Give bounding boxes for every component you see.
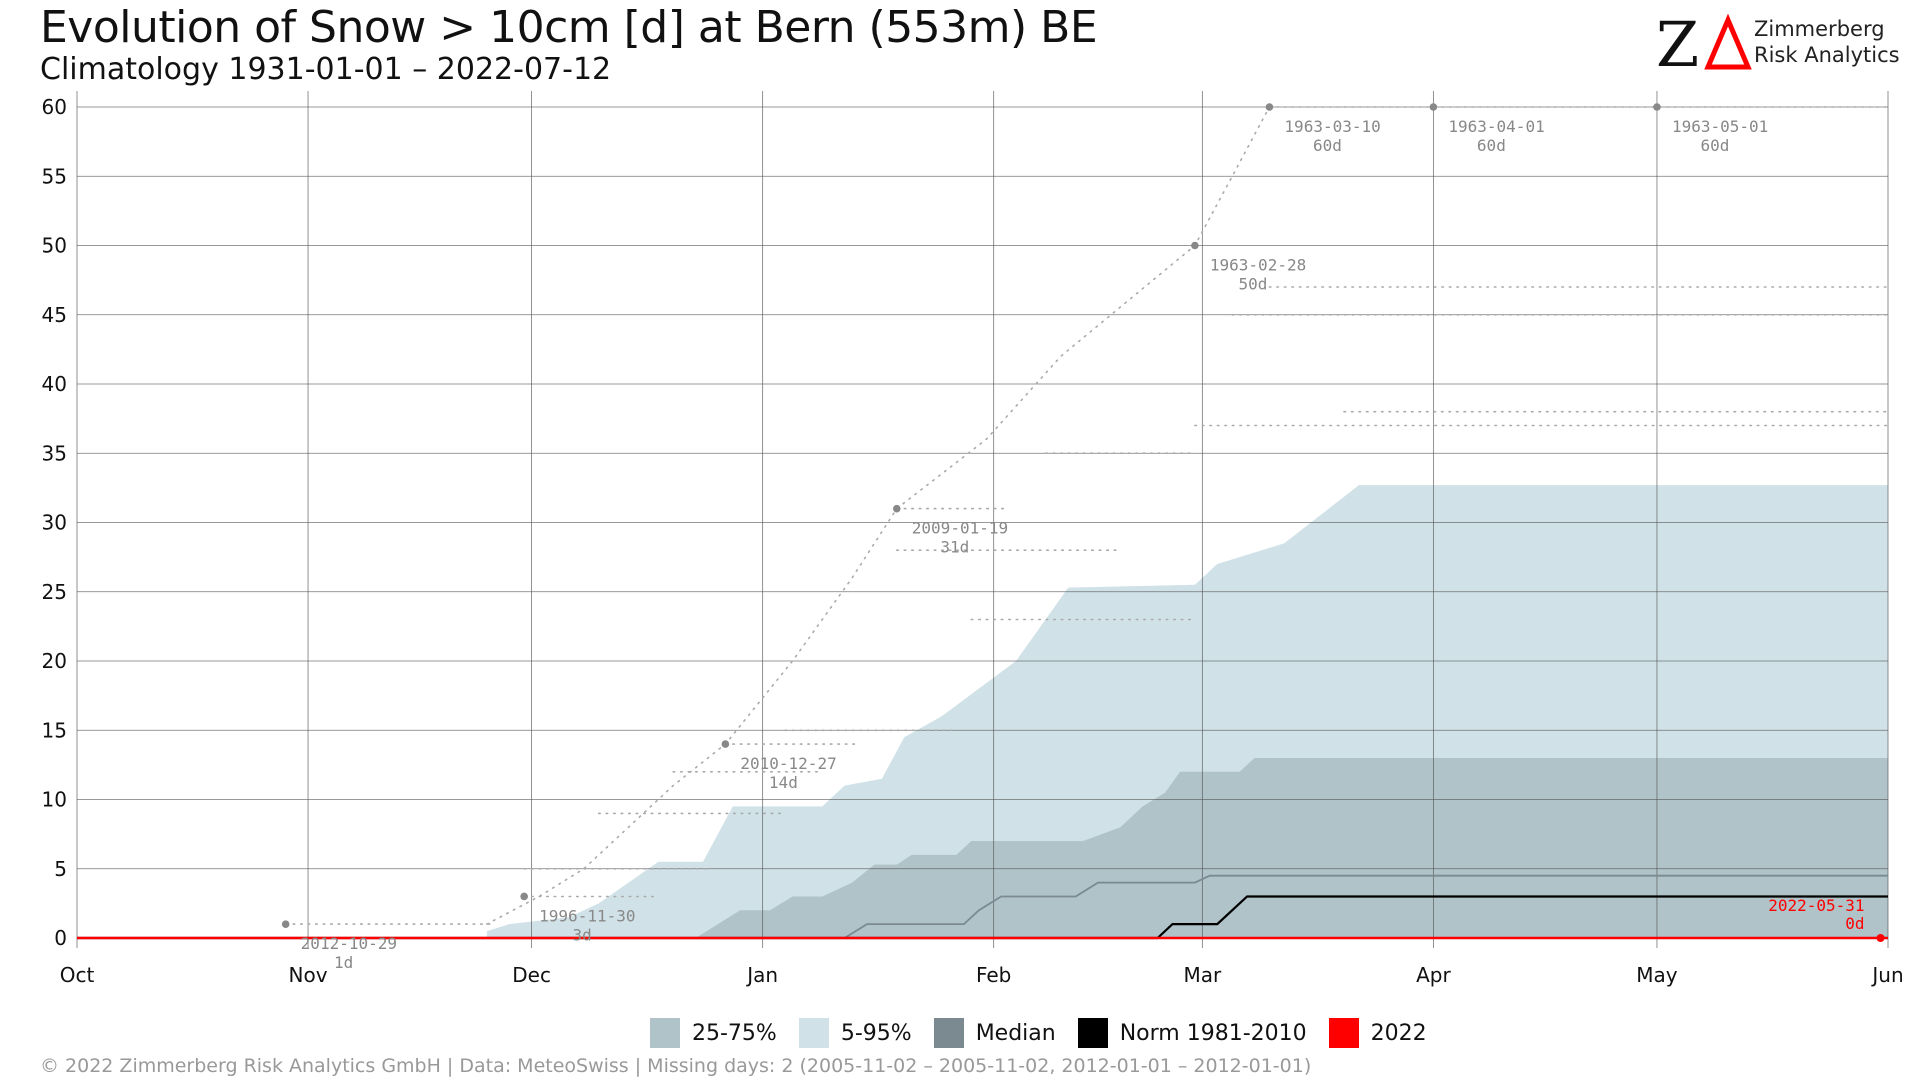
- chart-subtitle: Climatology 1931-01-01 – 2022-07-12: [40, 52, 612, 87]
- legend-item-norm: Norm 1981-2010: [1077, 1018, 1307, 1048]
- x-tick-label: May: [1636, 963, 1678, 987]
- legend-label: 5-95%: [840, 1020, 912, 1046]
- legend-swatch: [1077, 1018, 1108, 1048]
- record-point: [281, 920, 290, 928]
- logo-line-1: Zimmerberg: [1754, 17, 1885, 41]
- logo-line-2: Risk Analytics: [1754, 43, 1900, 67]
- record-date-label: 1963-04-01: [1448, 117, 1544, 136]
- company-logo: Z Zimmerberg Risk Analytics: [1656, 8, 1900, 81]
- x-tick-label: Apr: [1416, 963, 1451, 987]
- y-tick-label: 35: [42, 441, 67, 465]
- record-value-label: 31d: [940, 538, 969, 557]
- record-date-label: 1963-05-01: [1672, 117, 1768, 136]
- legend-item-median: Median: [933, 1018, 1056, 1048]
- x-tick-label: Dec: [512, 963, 551, 987]
- y-tick-label: 15: [42, 718, 67, 742]
- record-value-label: 50d: [1238, 275, 1267, 294]
- record-value-label: 14d: [769, 773, 798, 792]
- legend-swatch: [1328, 1018, 1359, 1048]
- legend-item-2022: 2022: [1328, 1018, 1427, 1048]
- y-tick-label: 55: [42, 164, 67, 188]
- legend-label: 2022: [1370, 1020, 1427, 1046]
- record-value-label: 60d: [1701, 136, 1730, 155]
- svg-text:Z: Z: [1656, 12, 1699, 72]
- record-date-label: 2009-01-19: [912, 519, 1008, 538]
- record-point: [892, 504, 901, 513]
- current-date-label: 2022-05-31: [1768, 896, 1864, 915]
- series-line-median: [77, 874, 1888, 939]
- record-point: [520, 892, 528, 901]
- record-trail-dotted: [486, 106, 1271, 925]
- y-tick-label: 20: [42, 649, 67, 673]
- legend-item-25-75: 25-75%: [650, 1018, 777, 1048]
- record-point: [1265, 103, 1274, 111]
- y-tick-label: 60: [42, 95, 67, 119]
- record-value-label: 60d: [1313, 136, 1342, 155]
- x-tick-label: Mar: [1183, 963, 1222, 987]
- y-tick-label: 45: [42, 303, 67, 327]
- x-tick-label: Jan: [745, 963, 778, 987]
- legend-swatch: [798, 1018, 829, 1048]
- snow-days-chart: 0 5 10 15 20 25 30 35 40 45 50 55 60 Oct Nov Dec Jan Feb M…: [42, 91, 1904, 987]
- record-date-label: 2012-10-29: [301, 934, 397, 953]
- legend-swatch: [650, 1018, 680, 1048]
- logo-mark-icon: Z: [1656, 8, 1752, 81]
- x-tick-label: Nov: [289, 963, 328, 987]
- record-point: [1429, 103, 1438, 111]
- x-tick-label: Feb: [976, 963, 1011, 987]
- record-value-label: 1d: [334, 953, 353, 972]
- legend-swatch: [933, 1018, 964, 1048]
- legend: 25-75% 5-95% Median Norm 1981-2010 2022: [650, 1018, 1449, 1048]
- legend-item-5-95: 5-95%: [798, 1018, 912, 1048]
- record-date-label: 1996-11-30: [539, 906, 635, 925]
- logo-text: Zimmerberg Risk Analytics: [1754, 16, 1900, 68]
- y-tick-label: 40: [42, 372, 67, 396]
- record-date-label: 1963-02-28: [1210, 256, 1306, 275]
- y-tick-label: 30: [42, 511, 67, 535]
- current-point: [1876, 934, 1885, 942]
- record-value-label: 60d: [1477, 136, 1506, 155]
- x-tick-label: Oct: [60, 963, 95, 987]
- record-date-label: 2010-12-27: [740, 754, 836, 773]
- y-tick-label: 0: [54, 926, 67, 950]
- legend-label: 25-75%: [692, 1020, 777, 1046]
- record-point: [1653, 103, 1661, 111]
- record-value-label: 3d: [573, 925, 592, 944]
- footer-credits: © 2022 Zimmerberg Risk Analytics GmbH | …: [40, 1055, 1312, 1077]
- y-tick-label: 25: [42, 580, 67, 604]
- x-tick-label: Jun: [1870, 963, 1903, 987]
- record-date-label: 1963-03-10: [1284, 117, 1380, 136]
- record-point: [721, 740, 730, 748]
- current-value-label: 0d: [1845, 914, 1864, 933]
- y-tick-label: 50: [42, 234, 67, 258]
- band-25-75: [77, 758, 1888, 938]
- chart-title: Evolution of Snow > 10cm [d] at Bern (55…: [40, 2, 1098, 53]
- y-tick-label: 5: [54, 857, 67, 881]
- y-tick-label: 10: [42, 788, 67, 812]
- legend-label: Norm 1981-2010: [1119, 1020, 1307, 1046]
- legend-label: Median: [975, 1020, 1056, 1046]
- record-point: [1191, 241, 1199, 250]
